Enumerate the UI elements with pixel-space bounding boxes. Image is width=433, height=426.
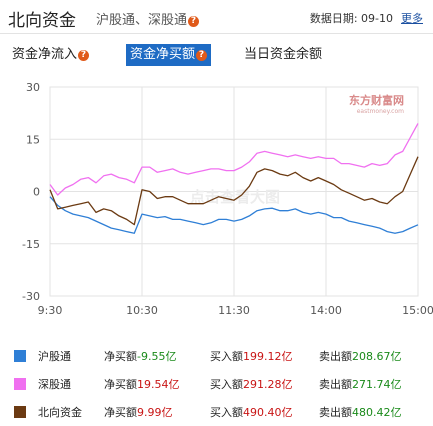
x-tick-label: 15:00 bbox=[402, 304, 433, 317]
date-area: 数据日期: 09-10 更多 bbox=[310, 10, 423, 26]
buy-label: 买入额 bbox=[210, 350, 243, 363]
buy-value: 490.40 bbox=[243, 406, 282, 419]
sell-value: 271.74 bbox=[352, 378, 391, 391]
legend-buy: 买入额291.28亿 bbox=[210, 376, 293, 392]
legend-buy: 买入额490.40亿 bbox=[210, 404, 293, 420]
unit: 亿 bbox=[281, 406, 293, 419]
legend-swatch bbox=[14, 378, 26, 390]
net-label: 净买额 bbox=[104, 406, 137, 419]
x-tick-label: 14:00 bbox=[310, 304, 342, 317]
net-label: 净买额 bbox=[104, 378, 137, 391]
legend-swatch bbox=[14, 350, 26, 362]
legend-net: 净买额-9.55亿 bbox=[104, 348, 176, 364]
legend-name: 沪股通 bbox=[38, 350, 71, 363]
unit: 亿 bbox=[390, 350, 402, 363]
chart-grid bbox=[49, 86, 419, 297]
more-link[interactable]: 更多 bbox=[401, 12, 423, 25]
tab-bar: 资金净流入? 资金净买额? 当日资金余额 bbox=[0, 44, 433, 68]
watermark-brand: 东方财富网 bbox=[349, 93, 404, 107]
y-tick-label: 15 bbox=[26, 133, 40, 146]
legend-row-bxzj: 北向资金 净买额9.99亿 买入额490.40亿 卖出额480.42亿 bbox=[0, 402, 433, 426]
sell-value: 208.67 bbox=[352, 350, 391, 363]
subtitle-text: 沪股通、深股通 bbox=[96, 13, 188, 28]
tab-label: 资金净流入 bbox=[12, 47, 78, 62]
unit: 亿 bbox=[165, 350, 177, 363]
y-tick-label: -30 bbox=[22, 290, 40, 303]
widget-title: 北向资金 bbox=[8, 11, 76, 31]
help-icon[interactable]: ? bbox=[196, 50, 208, 61]
legend-row-hgt: 沪股通 净买额-9.55亿 买入额199.12亿 卖出额208.67亿 bbox=[0, 346, 433, 370]
sell-label: 卖出额 bbox=[319, 406, 352, 419]
x-axis: 9:30 10:30 11:30 14:00 15:00 bbox=[38, 304, 433, 317]
unit: 亿 bbox=[390, 378, 402, 391]
widget-subtitle: 沪股通、深股通? bbox=[96, 9, 200, 28]
legend-buy: 买入额199.12亿 bbox=[210, 348, 293, 364]
unit: 亿 bbox=[281, 350, 293, 363]
help-icon[interactable]: ? bbox=[188, 16, 200, 27]
net-label: 净买额 bbox=[104, 350, 137, 363]
net-value: 19.54 bbox=[137, 378, 169, 391]
data-date: 数据日期: 09-10 bbox=[309, 12, 393, 25]
legend-net: 净买额9.99亿 bbox=[104, 404, 173, 420]
legend-sell: 卖出额480.42亿 bbox=[319, 404, 402, 420]
series-line-2 bbox=[49, 156, 419, 226]
x-tick-label: 9:30 bbox=[38, 304, 63, 317]
x-tick-label: 11:30 bbox=[218, 304, 250, 317]
sell-value: 480.42 bbox=[352, 406, 391, 419]
legend-net: 净买额19.54亿 bbox=[104, 376, 180, 392]
buy-label: 买入额 bbox=[210, 378, 243, 391]
net-value: 9.99 bbox=[137, 406, 162, 419]
legend-name: 北向资金 bbox=[38, 406, 82, 419]
chart-series bbox=[49, 123, 419, 234]
sell-label: 卖出额 bbox=[319, 350, 352, 363]
unit: 亿 bbox=[390, 406, 402, 419]
tab-label: 资金净买额 bbox=[130, 47, 196, 62]
net-buy-line-chart[interactable]: 东方财富网 eastmoney.com 点击查看大图 30 15 0 -15 -30 9… bbox=[0, 76, 433, 331]
y-axis: 30 15 0 -15 -30 bbox=[22, 81, 40, 303]
unit: 亿 bbox=[281, 378, 293, 391]
tab-net-inflow[interactable]: 资金净流入? bbox=[8, 44, 93, 66]
buy-value: 199.12 bbox=[243, 350, 282, 363]
unit: 亿 bbox=[168, 378, 180, 391]
series-line-0 bbox=[49, 196, 419, 234]
y-tick-label: 30 bbox=[26, 81, 40, 94]
tab-net-buy[interactable]: 资金净买额? bbox=[126, 44, 212, 66]
sell-label: 卖出额 bbox=[319, 378, 352, 391]
y-tick-label: 0 bbox=[33, 186, 40, 199]
watermark-url: eastmoney.com bbox=[357, 108, 404, 115]
x-tick-label: 10:30 bbox=[126, 304, 158, 317]
tab-daily-balance[interactable]: 当日资金余额 bbox=[240, 44, 326, 66]
watermark-center-text: 点击查看大图 bbox=[190, 188, 280, 206]
legend-swatch bbox=[14, 406, 26, 418]
legend-name: 深股通 bbox=[38, 378, 71, 391]
unit: 亿 bbox=[161, 406, 173, 419]
y-tick-label: -15 bbox=[22, 238, 40, 251]
help-icon[interactable]: ? bbox=[78, 50, 90, 61]
buy-label: 买入额 bbox=[210, 406, 243, 419]
legend-row-sgt: 深股通 净买额19.54亿 买入额291.28亿 卖出额271.74亿 bbox=[0, 374, 433, 398]
tab-label: 当日资金余额 bbox=[244, 47, 323, 62]
chart-watermark: 东方财富网 eastmoney.com 点击查看大图 bbox=[190, 93, 404, 206]
net-value: -9.55 bbox=[137, 350, 166, 363]
legend-sell: 卖出额208.67亿 bbox=[319, 348, 402, 364]
series-line-1 bbox=[49, 123, 419, 196]
buy-value: 291.28 bbox=[243, 378, 282, 391]
widget-header: 北向资金 沪股通、深股通? 数据日期: 09-10 更多 bbox=[0, 0, 433, 34]
legend-sell: 卖出额271.74亿 bbox=[319, 376, 402, 392]
